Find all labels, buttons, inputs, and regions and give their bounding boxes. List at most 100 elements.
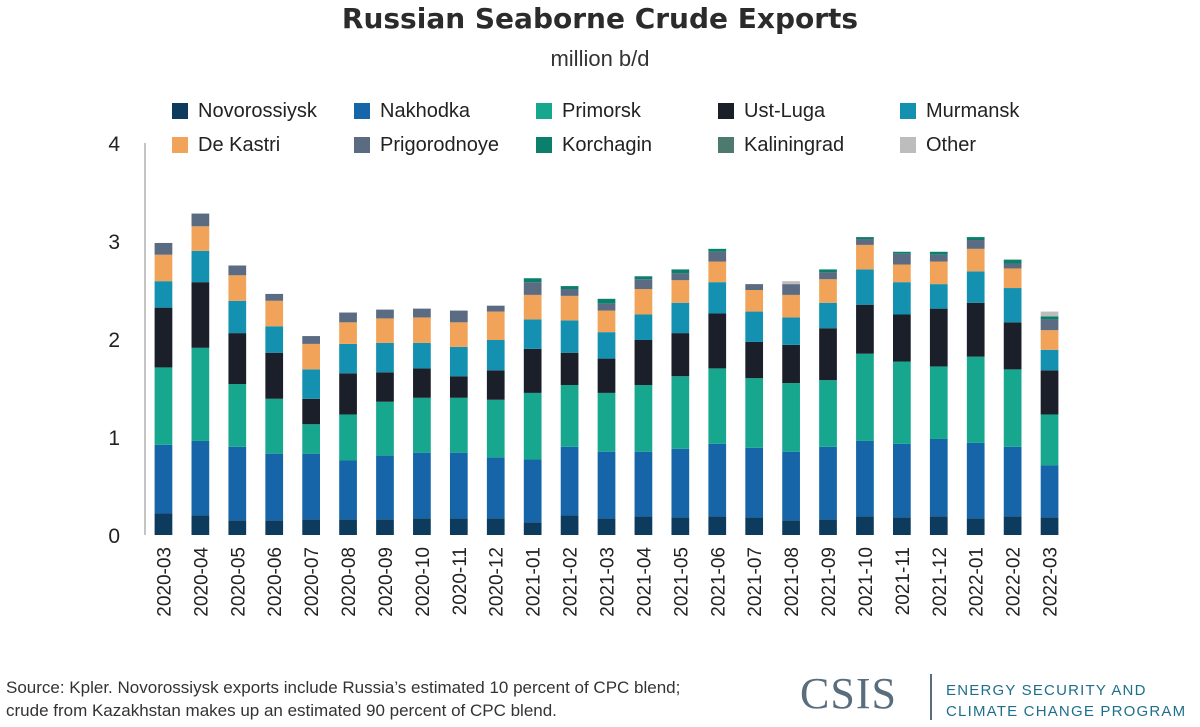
- bar-segment-primorsk: [966, 356, 985, 443]
- x-tick-label: 2020-11: [450, 547, 471, 615]
- bar-segment-murmansk: [228, 300, 247, 334]
- csis-logo: CSIS: [800, 669, 897, 718]
- bar-segment-murmansk: [892, 282, 911, 315]
- bar-segment-novorossiysk: [339, 519, 357, 535]
- bar-segment-de-kastri: [191, 226, 210, 251]
- bar-segment-prigorodnoye: [1040, 319, 1059, 331]
- bar-segment-prigorodnoye: [228, 265, 247, 276]
- source-note: Source: Kpler. Novorossiysk exports incl…: [6, 676, 680, 722]
- bar-segment-korchagin: [597, 298, 616, 304]
- bar-segment-de-kastri: [523, 294, 542, 320]
- bar-segment-primorsk: [339, 414, 357, 461]
- legend-item-nakhodka: Nakhodka: [354, 96, 470, 126]
- bar-segment-novorossiysk: [265, 520, 284, 535]
- bar-segment-nakhodka: [819, 446, 837, 520]
- bar-segment-murmansk: [782, 317, 800, 345]
- bar-segment-ust-luga: [1003, 322, 1022, 370]
- bar-segment-novorossiysk: [560, 515, 579, 535]
- bar-segment-novorossiysk: [413, 518, 431, 535]
- bar-segment-novorossiysk: [819, 519, 837, 535]
- x-tick-label: 2021-09: [819, 547, 840, 617]
- bar-segment-novorossiysk: [745, 517, 764, 535]
- logo-divider: [930, 674, 932, 720]
- bar-segment-nakhodka: [523, 459, 542, 523]
- bar-segment-ust-luga: [486, 370, 505, 400]
- x-tick-label: 2021-02: [561, 547, 582, 617]
- legend-item-other: Other: [900, 130, 976, 160]
- bar-segment-primorsk: [486, 399, 505, 458]
- bar-segment-nakhodka: [449, 452, 468, 519]
- bar-segment-primorsk: [228, 384, 247, 447]
- bar-segment-prigorodnoye: [892, 253, 911, 265]
- bar-segment-ust-luga: [302, 398, 321, 425]
- legend-label: De Kastri: [198, 133, 281, 156]
- x-tick-label: 2021-03: [598, 547, 619, 617]
- bar-segment-ust-luga: [191, 282, 210, 348]
- bar-segment-murmansk: [265, 326, 284, 353]
- bar-segment-prigorodnoye: [634, 279, 653, 290]
- program-name: ENERGY SECURITY AND CLIMATE CHANGE PROGR…: [946, 680, 1186, 722]
- bar-segment-prigorodnoye: [413, 308, 431, 318]
- bar-segment-prigorodnoye: [819, 272, 837, 280]
- bar-segment-primorsk: [597, 392, 616, 452]
- source-line-2: crude from Kazakhstan makes up an estima…: [6, 701, 557, 720]
- bar-segment-ust-luga: [228, 333, 247, 385]
- bar-segment-korchagin: [1040, 316, 1059, 320]
- bar-segment-murmansk: [634, 314, 653, 340]
- bar-segment-murmansk: [339, 343, 357, 374]
- bar-segment-prigorodnoye: [708, 251, 727, 262]
- bar-segment-nakhodka: [892, 443, 911, 518]
- bar-segment-nakhodka: [929, 438, 948, 517]
- bar-segment-murmansk: [597, 332, 616, 359]
- bar-segment-de-kastri: [154, 254, 173, 282]
- bar-segment-ust-luga: [892, 314, 911, 362]
- bar-segment-murmansk: [449, 346, 468, 377]
- legend-swatch: [536, 137, 552, 153]
- bar-segment-nakhodka: [154, 444, 173, 514]
- bar-segment-novorossiysk: [154, 513, 173, 535]
- bar-segment-murmansk: [708, 282, 727, 314]
- bar-segment-de-kastri: [782, 294, 800, 318]
- bar-segment-ust-luga: [671, 333, 690, 377]
- bar-segment-murmansk: [671, 302, 690, 334]
- bar-segment-prigorodnoye: [486, 305, 505, 312]
- bar-segment-ust-luga: [560, 352, 579, 386]
- bar-segment-de-kastri: [892, 264, 911, 283]
- bar-segment-murmansk: [560, 320, 579, 353]
- bar-segment-prigorodnoye: [597, 303, 616, 311]
- bar-segment-prigorodnoye: [449, 310, 468, 323]
- bar-segment-prigorodnoye: [745, 284, 764, 290]
- legend-item-korchagin: Korchagin: [536, 130, 652, 160]
- y-tick-label: 2: [108, 329, 120, 352]
- bar-segment-de-kastri: [413, 317, 431, 343]
- bar-segment-primorsk: [929, 366, 948, 439]
- bar-segment-korchagin: [856, 237, 874, 240]
- y-tick-label: 0: [108, 525, 120, 548]
- bar-segment-murmansk: [486, 339, 505, 371]
- bar-segment-novorossiysk: [191, 515, 210, 535]
- bar-segment-ust-luga: [856, 304, 874, 354]
- legend-swatch: [900, 137, 916, 153]
- x-tick-label: 2020-08: [339, 547, 360, 617]
- legend-item-de-kastri: De Kastri: [172, 130, 280, 160]
- bar-segment-korchagin: [634, 276, 653, 280]
- legend-swatch: [354, 103, 370, 119]
- x-tick-label: 2020-12: [487, 547, 508, 617]
- bar-segment-prigorodnoye: [191, 213, 210, 227]
- bar-segment-korchagin: [966, 237, 985, 241]
- bar-segment-primorsk: [413, 397, 431, 453]
- bar-segment-nakhodka: [1040, 465, 1059, 518]
- legend-swatch: [536, 103, 552, 119]
- bar-segment-nakhodka: [745, 447, 764, 518]
- legend-swatch: [172, 103, 188, 119]
- legend-label: Nakhodka: [380, 99, 471, 122]
- source-line-1: Source: Kpler. Novorossiysk exports incl…: [6, 678, 681, 697]
- bar-segment-ust-luga: [708, 313, 727, 369]
- bar-segment-nakhodka: [376, 455, 394, 520]
- bar-segment-novorossiysk: [597, 518, 616, 535]
- bar-segment-nakhodka: [966, 442, 985, 519]
- bar-segment-novorossiysk: [966, 518, 985, 535]
- legend-swatch: [900, 103, 916, 119]
- bar-segment-nakhodka: [708, 443, 727, 517]
- bar-segment-murmansk: [376, 342, 394, 373]
